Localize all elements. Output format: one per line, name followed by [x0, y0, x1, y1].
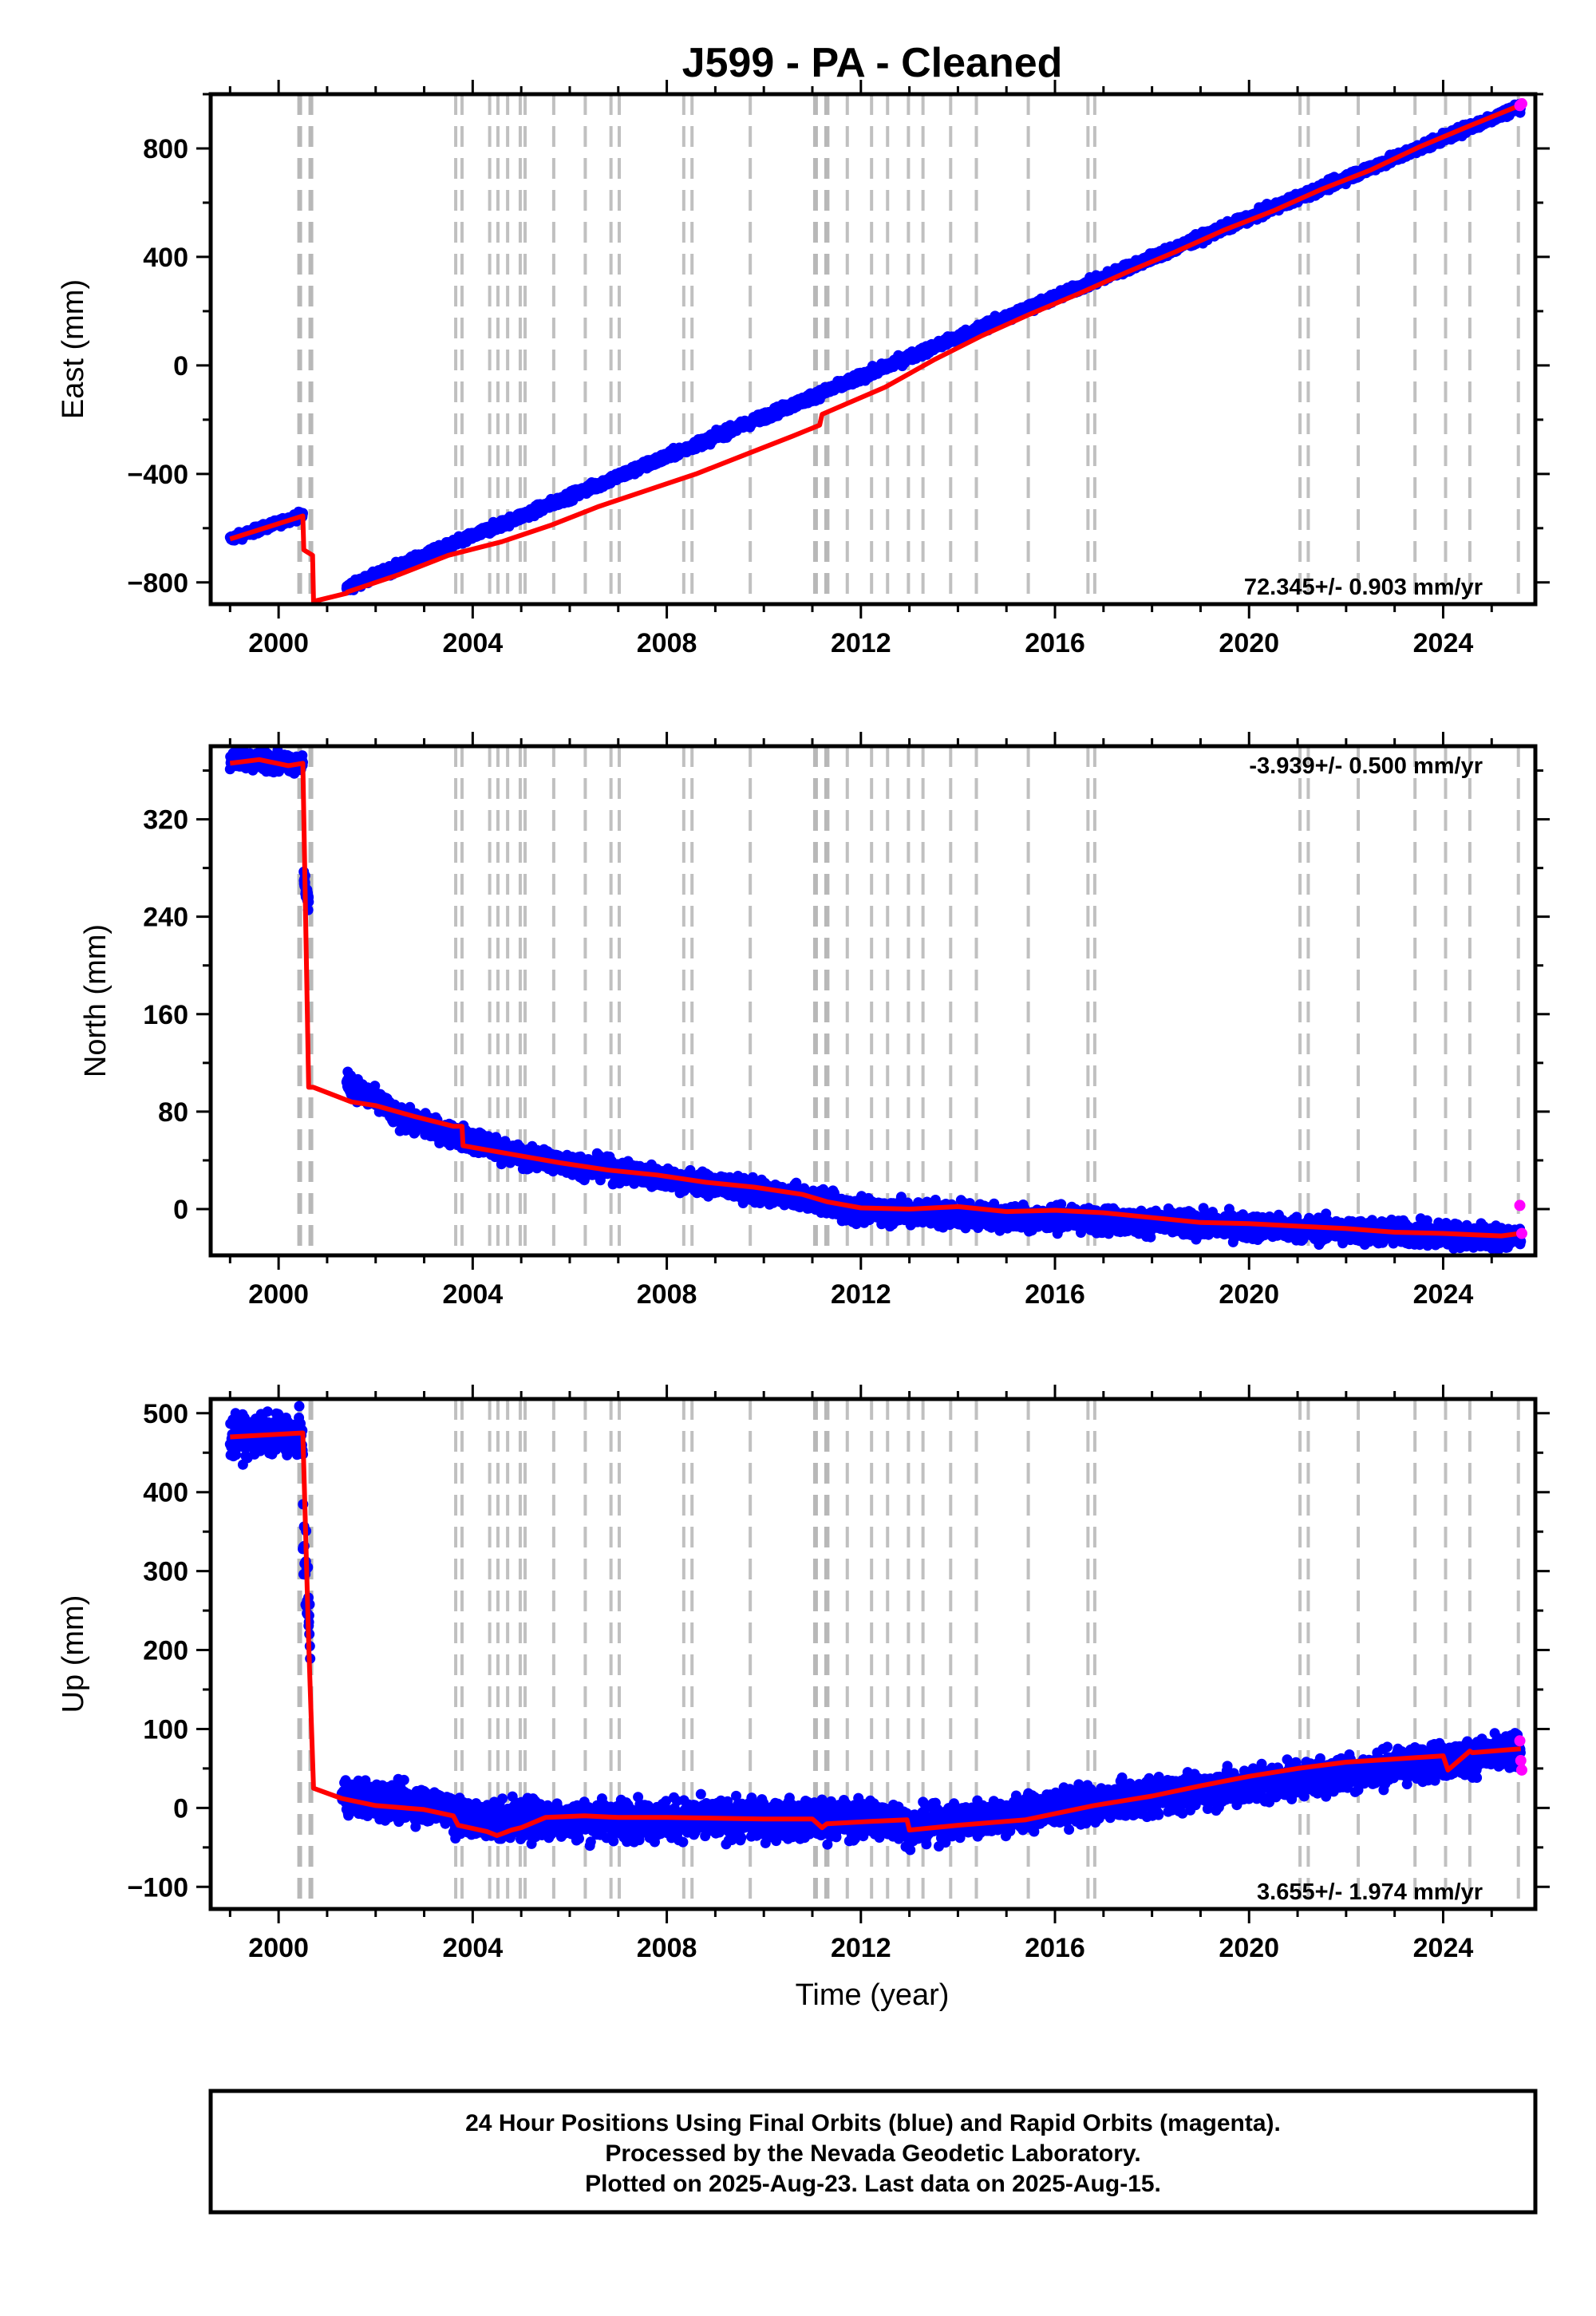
x-tick-label: 2000	[248, 628, 309, 658]
y-tick-label: 400	[143, 243, 188, 273]
x-tick-label: 2020	[1219, 628, 1279, 658]
chart-title: J599 - PA - Cleaned	[682, 40, 1063, 86]
x-tick-label: 2016	[1025, 628, 1085, 658]
x-tick-label: 2012	[831, 628, 891, 658]
y-axis-label: East (mm)	[57, 279, 90, 419]
final-points	[224, 746, 1527, 1255]
y-tick-label: 0	[173, 351, 188, 381]
plot-area	[224, 746, 1527, 1255]
plot-area	[224, 94, 1527, 604]
final-points	[224, 98, 1527, 596]
x-tick-label: 2024	[1413, 628, 1474, 658]
y-tick-label: −400	[127, 460, 188, 490]
rapid-point	[1515, 97, 1527, 109]
x-tick-label: 2004	[443, 628, 504, 658]
rate-label: 72.345+/- 0.903 mm/yr	[1244, 575, 1483, 600]
y-tick-label: −800	[127, 568, 188, 599]
panel-east: 2000 2004 2008 2012 2016 2020 2024 −800 −400 0 400…	[57, 80, 1550, 658]
model-line	[229, 102, 1522, 604]
y-tick-label: 800	[143, 134, 188, 164]
x-tick-label: 2008	[637, 628, 697, 658]
panel-north: 2000 2004 2008 2012 2016 2020 2024080160240320…	[79, 732, 1550, 1310]
plot-frame	[208, 92, 1538, 607]
